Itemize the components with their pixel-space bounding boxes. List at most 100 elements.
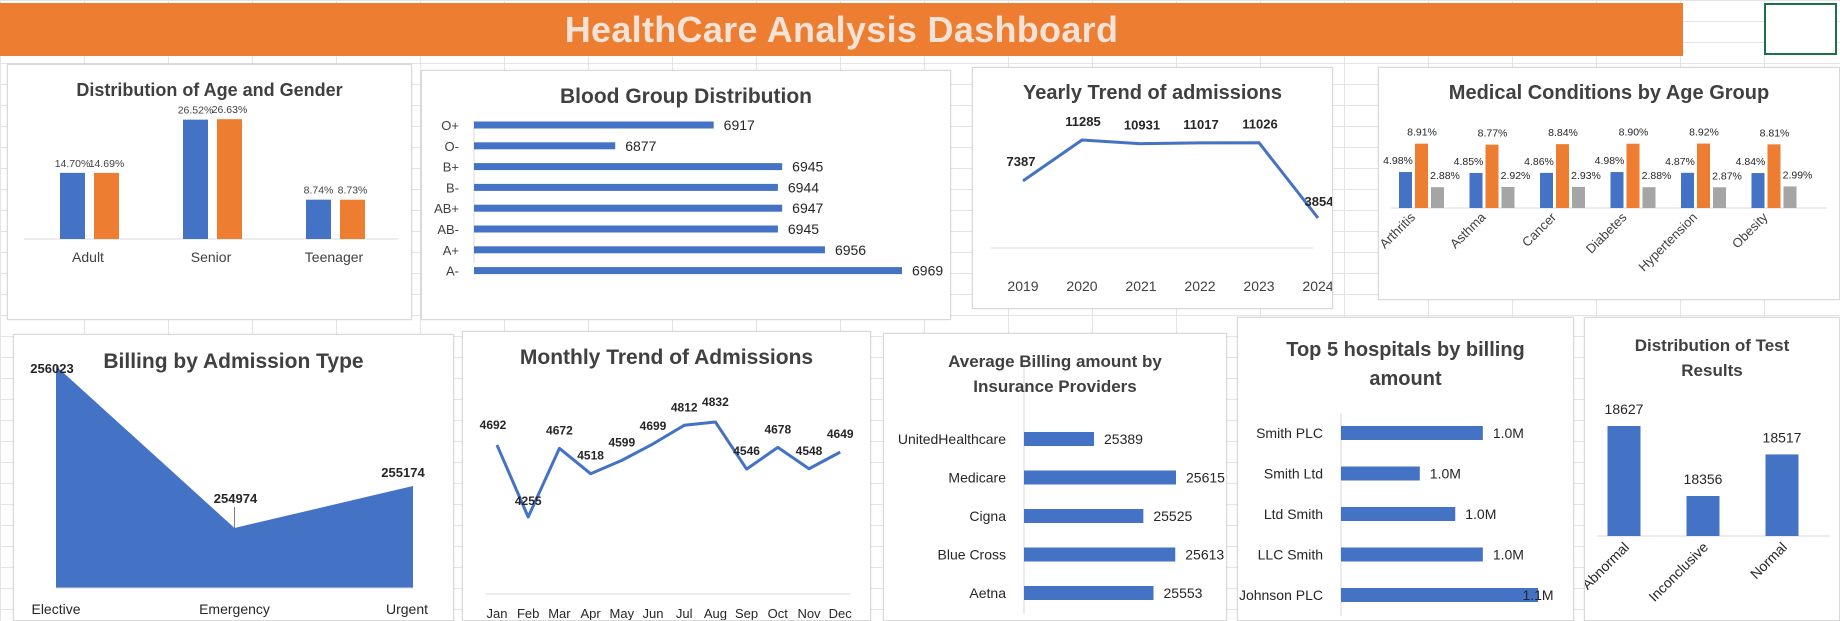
insurance-chart: 25389 UnitedHealthcare 25615 Medicare 25525 C… [898,359,1225,614]
medical-bar [1501,186,1515,208]
blood-data-label: 6945 [792,159,823,175]
yearly-trend-chart: 7387 2019 11285 2020 10931 2021 11017 2022 11026… [991,114,1332,294]
medical-conditions-title: Medical Conditions by Age Group [1448,82,1770,104]
monthly-data-label: 4255 [515,494,542,508]
medical-data-label: 4.98% [1595,155,1625,167]
medical-category-label: Diabetes [1583,209,1630,256]
medical-bar [1697,143,1710,208]
medical-data-label: 2.99% [1783,169,1813,181]
hospitals-data-label: 1.0M [1493,547,1524,563]
monthly-category-label: Apr [580,606,601,620]
hospitals-data-label: 1.1M [1522,587,1553,603]
monthly-category-label: Mar [548,606,571,620]
blood-group-chart: 6917 O+ 6877 O- 6945 B+ 6944 B- 6947 AB+ 6945 AB- 69… [434,117,943,279]
hospitals-category-label: LLC Smith [1258,547,1323,563]
monthly-line [495,420,841,519]
tests-category-label: Inconclusive [1645,539,1711,605]
medical-bar [1610,172,1624,208]
monthly-trend-panel[interactable]: Monthly Trend of Admissions 4692 Jan 4255 F… [462,331,871,621]
medical-data-label: 4.98% [1383,155,1413,167]
blood-bar [474,183,778,191]
age-data-label: 14.70% [55,158,91,170]
medical-data-label: 4.84% [1736,156,1766,168]
medical-data-label: 8.91% [1407,127,1437,139]
blood-category-label: A- [446,264,459,279]
blood-data-label: 6947 [792,200,823,216]
insurance-bar [1024,547,1176,562]
medical-bar [1751,173,1765,208]
medical-conditions-chart: 4.98% 8.91% 2.88% Arthritis 4.85% 8.77% 2.92% A… [1379,127,1827,274]
billing-category-label: Elective [31,601,80,617]
monthly-category-label: Jun [643,606,664,620]
age-bar [183,119,208,239]
yearly-trend-title: Yearly Trend of admissions [1023,82,1282,104]
monthly-data-label: 4518 [577,449,604,463]
monthly-data-label: 4546 [733,444,760,458]
blood-bar [474,142,616,150]
age-gender-panel[interactable]: Distribution of Age and Gender 14.70% 14.… [7,64,412,320]
billing-category-label: Urgent [386,601,428,617]
tests-bar [1607,426,1641,536]
tests-bar [1765,454,1799,536]
insurance-category-label: UnitedHealthcare [898,431,1006,447]
monthly-data-label: 4812 [671,400,698,414]
blood-data-label: 6969 [912,263,943,279]
medical-conditions-panel[interactable]: Medical Conditions by Age Group 4.98% 8.9… [1378,67,1840,300]
medical-bar [1572,186,1585,208]
blood-data-label: 6917 [724,117,755,133]
test-results-chart: 18627 Abnormal 18356 Inconclusive 18517 Norma… [1585,401,1830,605]
monthly-category-label: Dec [829,606,853,620]
yearly-trend-panel[interactable]: Yearly Trend of admissions 7387 2019 11285… [972,67,1333,309]
test-results-panel[interactable]: Distribution of Test Results 18627 Abnorm… [1584,317,1840,621]
insurance-bar [1024,470,1176,485]
selected-cell[interactable] [1764,3,1837,55]
monthly-data-label: 4692 [480,418,507,432]
monthly-data-label: 4548 [796,444,823,458]
yearly-category-label: 2022 [1184,278,1215,294]
blood-group-title: Blood Group Distribution [560,85,812,108]
monthly-data-label: 4699 [640,419,667,433]
medical-bar [1767,144,1781,208]
medical-data-label: 2.88% [1430,170,1460,182]
blood-category-label: AB+ [434,201,459,216]
insurance-panel[interactable]: Average Billing amount by Insurance Prov… [883,333,1227,621]
medical-data-label: 8.90% [1619,127,1649,139]
insurance-category-label: Aetna [969,585,1006,601]
age-data-label: 26.52% [178,105,214,117]
medical-data-label: 4.85% [1454,156,1484,168]
hospitals-category-label: Smith PLC [1256,425,1323,441]
yearly-line [1022,138,1320,219]
billing-data-label: 255174 [381,465,425,480]
tests-data-label: 18517 [1763,429,1802,445]
age-category-label: Senior [191,249,232,265]
blood-group-panel[interactable]: Blood Group Distribution 6917 O+ 6877 O- 694… [421,70,951,320]
medical-bar [1415,143,1428,208]
blood-bar [474,204,783,212]
monthly-category-label: Jul [676,606,693,620]
blood-category-label: B+ [443,160,459,175]
hospitals-data-label: 1.0M [1430,466,1461,482]
monthly-data-label: 4649 [827,427,854,441]
yearly-category-label: 2024 [1302,278,1332,294]
hospitals-panel[interactable]: Top 5 hospitals by billing amount 1.0M Sm… [1237,317,1574,621]
hospitals-data-label: 1.0M [1465,506,1496,522]
insurance-data-label: 25615 [1186,470,1225,486]
medical-bar [1485,144,1499,208]
tests-data-label: 18356 [1684,471,1723,487]
medical-bar [1713,187,1726,208]
tests-category-label: Abnormal [1585,539,1632,593]
hospitals-chart: 1.0M Smith PLC 1.0M Smith Ltd 1.0M Ltd Smith 1… [1239,413,1554,616]
medical-data-label: 4.86% [1524,156,1554,168]
monthly-category-label: Sep [735,606,758,620]
hospitals-bar [1341,466,1420,481]
medical-data-label: 4.87% [1665,156,1695,168]
insurance-data-label: 25389 [1104,431,1143,447]
medical-bar [1642,187,1656,208]
blood-bar [474,267,902,275]
hospitals-category-label: Ltd Smith [1264,506,1323,522]
billing-admission-panel[interactable]: Billing by Admission Type 256023 Elective… [13,334,454,621]
yearly-category-label: 2021 [1125,278,1156,294]
yearly-data-label: 11017 [1183,117,1218,132]
blood-bar [474,121,714,129]
yearly-data-label: 11026 [1242,117,1277,132]
